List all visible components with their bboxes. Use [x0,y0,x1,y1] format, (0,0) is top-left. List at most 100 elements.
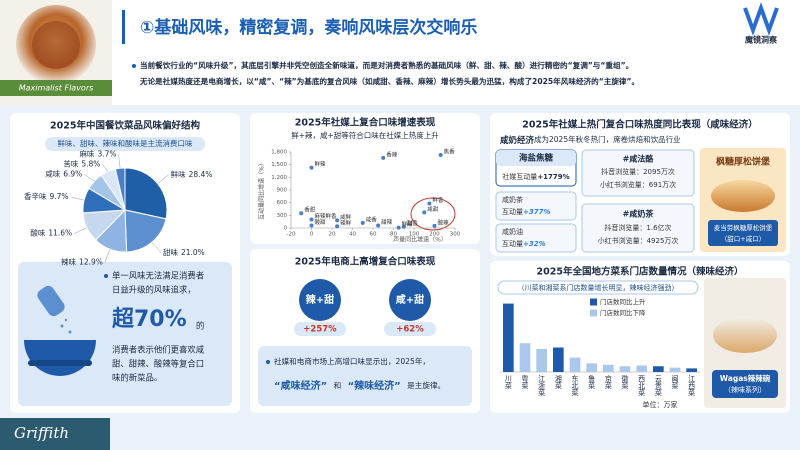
bowl-base [28,360,92,366]
y-tick-label: 900 [277,188,288,194]
x-tick-label: 80 [390,232,397,238]
bar [503,303,514,372]
metric: 社媒互动量 [502,172,537,181]
topic-line: 抖音浏览量：2095万次 [601,167,675,176]
subtitle-text: 成为2025年秋冬热门，席卷烘焙和饮品行业 [534,134,681,144]
brand-logo [743,2,779,36]
x-tick-label: 东北菜 [571,374,579,397]
subtitle-pill [497,280,699,295]
growth-value: +257% [303,325,337,335]
panel-ecommerce: 2025年电商上高增复合口味表现 辣+甜 +257% 咸+甜 +62% 社媒和电… [250,249,480,413]
x-tick-label: 川菜 [504,375,512,390]
callout-text: 日益升级的风味追求， [112,285,196,295]
chart-subtitle: 鲜+辣，咸+甜等符合口味在社媒上热度上升 [291,130,439,140]
card [495,191,577,221]
callout-text: 味的新菜品。 [112,373,162,383]
x-tick-label: 60 [370,232,377,238]
pie-label: 甜味 21.0% [163,247,205,257]
panel [250,113,480,244]
y-tick-label: 0 [284,226,288,232]
leader-line [102,164,109,172]
subtitle-pill [45,137,205,151]
card-name: 咸奶油 [502,227,523,236]
panel-salty: 2025年社媒上热门复合口味热度同比表现（咸味经济） 咸奶经济成为2025年秋冬… [490,113,790,256]
point-label: 鲜辣 [315,160,327,168]
x-tick-label: 云贵菜 [654,375,662,397]
note-highlight: “辣味经济” [348,379,401,392]
bar [619,366,631,372]
point-label: 香辣 [386,150,398,158]
pie-label: 鲜味 28.4% [171,169,213,179]
bar [686,368,697,372]
leader-line [151,242,162,254]
flavor-name: 咸+甜 [396,293,424,306]
legend-label: 门店数同比下降 [600,308,646,317]
category-label: 麻味 [79,148,94,158]
panel-subtitle: 咸奶经济成为2025年秋冬热门，席卷烘焙和饮品行业 [500,134,681,146]
callout-text: 的 [196,321,204,331]
bullet-text: 无论是社媒热度还是电商增长，以“咸”、“辣”为基底的复合风味（如咸甜、香辣、麻辣… [139,76,639,86]
point-label: 咸甜 [427,205,439,213]
salt-dot [60,324,64,328]
y-tick-label: 1,500 [271,162,287,168]
title-accent [122,10,125,44]
callout-text: 消费者表示他们更喜欢咸 [112,345,205,355]
x-tick-label: 西北菜 [638,375,646,397]
value-label: 6.9% [63,169,82,178]
scatter-point [335,224,340,229]
salt-dot [64,318,68,322]
topic-card [581,203,695,253]
panel-spicy: 2025年全国地方菜系门店数量情况（辣味经济） （川菜和湘菜系门店数量增长明显，… [490,261,790,413]
bar [669,367,681,372]
x-tick-label: 江西菜 [688,375,696,397]
pie-label: 酸味 11.6% [30,228,72,238]
metric: 互动量 [502,239,523,248]
legend-label: 门店数同比上升 [600,297,646,306]
bar [569,357,581,372]
leader-line [157,174,169,184]
footer-band [0,418,110,450]
header: Maximalist Flavors ①基础风味，精密复调，奏响风味层次交响乐 … [0,0,779,105]
growth-value: +62% [396,325,424,335]
note-text: 社媒和电商市场上高增口味显示出，2025年， [274,356,430,366]
pie-label: 香辛味 9.7% [24,191,69,201]
category-label: 咸味 [45,168,60,178]
bar [519,343,531,372]
leader-line [74,227,87,234]
leader-line [84,174,95,182]
scatter-point [360,220,365,225]
topic-line: 抖音浏览量：1.6亿次 [604,223,671,232]
image-caption: （辣味系列） [724,385,766,394]
category-label: 鲜味 [171,169,186,179]
pie-label: 咸味 6.9% [45,168,82,178]
point-label: 酸甜 [315,218,327,226]
scatter-point [299,211,304,216]
metric: 互动量 [502,207,523,216]
x-tick-label: 20 [329,232,336,238]
bar [653,366,664,372]
image-text: 枫糖厚松饼堡 [716,156,770,168]
x-tick-label: 200 [429,232,440,238]
y-tick-label: 1,800 [271,150,287,156]
bullet-dot [266,360,270,364]
y-tick-label: 300 [277,213,288,219]
scatter-point [309,223,314,228]
point-label: 香甜 [304,206,316,214]
x-tick-label: 京菜 [604,374,612,390]
bar [603,364,614,372]
note-box [258,346,472,406]
image-caption: Maximalist Flavors [19,84,94,93]
x-tick-label: 0 [310,232,314,238]
x-axis-label: 声量同比增速（%） [393,236,447,244]
bullet-dot [132,64,136,68]
x-tick-label: 鲁菜 [588,374,596,390]
panel-social: 2025年社媒上复合口味增速表现 鲜+辣，咸+甜等符合口味在社媒上热度上升 互动… [250,113,480,244]
subtitle-bold: 咸奶经济 [500,135,535,146]
growth: +377% [523,208,551,216]
scatter-point [309,165,314,170]
card-name: 海盐焦糖 [519,153,554,164]
point-label: 鲜甜 [402,220,414,228]
bar [553,347,564,372]
value-label: 21.0% [181,248,205,257]
panel-title: 2025年社媒上热门复合口味热度同比表现（咸味经济） [522,119,757,131]
